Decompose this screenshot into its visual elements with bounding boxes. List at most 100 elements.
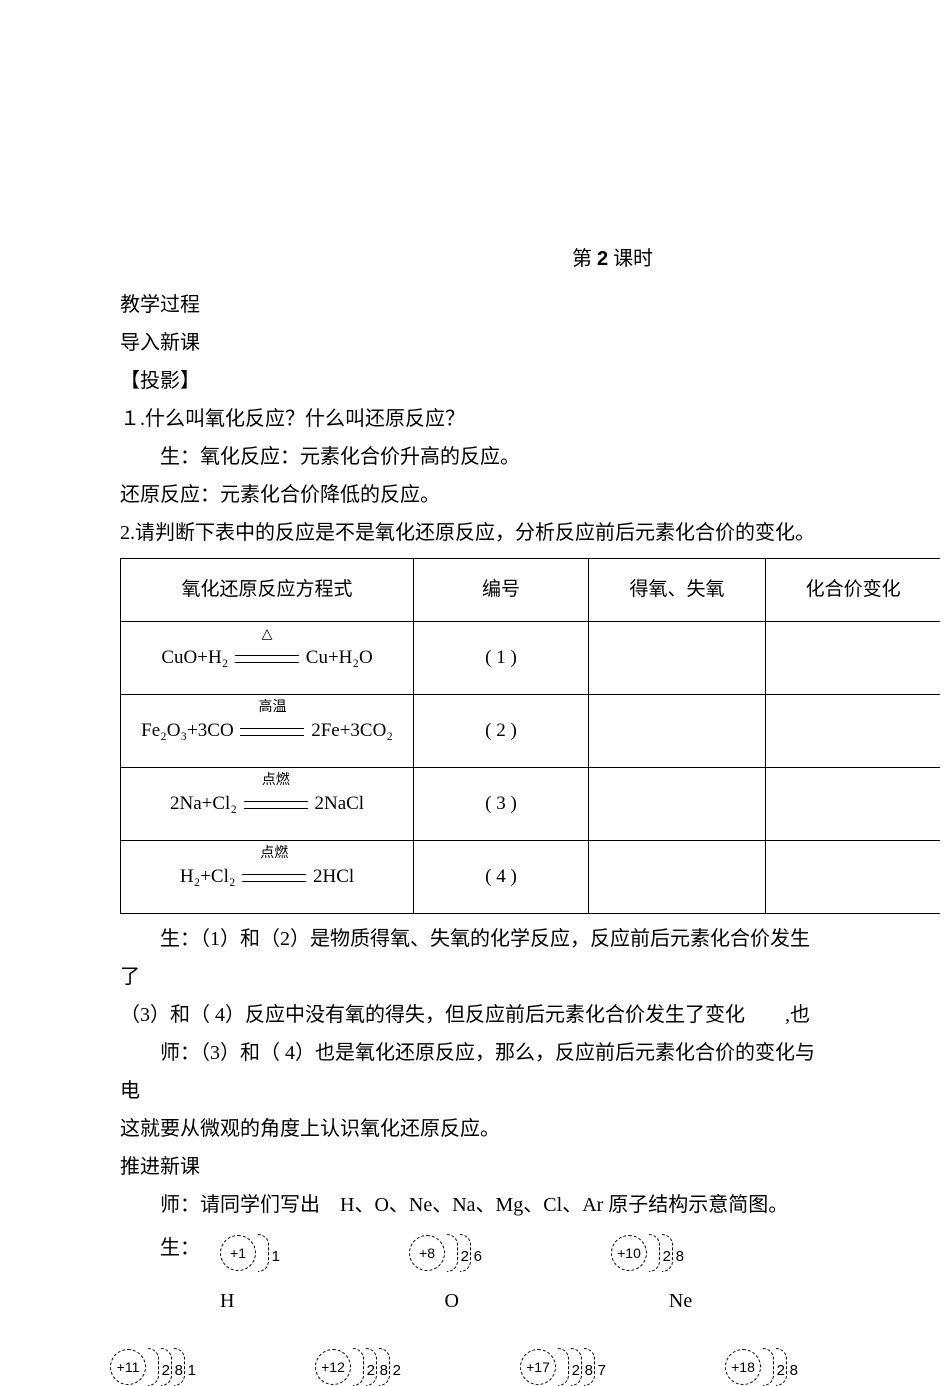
- lesson-title: 第 2 课时: [400, 240, 825, 278]
- atom-label: O: [444, 1282, 458, 1320]
- after-line-3: 师：（3）和（ 4）也是氧化还原反应，那么，反应前后元素化合价的变化与电: [120, 1034, 825, 1110]
- atom-labels-row: H O Ne: [220, 1282, 825, 1320]
- atom-label: H: [220, 1282, 234, 1320]
- atom-shell: 2: [148, 1348, 159, 1386]
- student-atoms-line: 生： +11+826+1028: [120, 1224, 825, 1272]
- cell-empty: [766, 841, 940, 914]
- th-oxygen: 得氧、失氧: [588, 559, 765, 622]
- atom-shell: 2: [649, 1234, 660, 1272]
- atom-shell: 2: [763, 1348, 774, 1386]
- atom-nucleus: +8: [409, 1235, 445, 1271]
- shell-count: 2: [393, 1357, 401, 1386]
- line-intro: 导入新课: [120, 324, 825, 362]
- line-projection: 【投影】: [120, 362, 825, 400]
- eq-condition: 点燃: [242, 841, 306, 868]
- table-row: Fe₂O₃+3CO 高温 2Fe+3CO₂ ( 2 ): [121, 695, 941, 768]
- cell-empty: [588, 841, 765, 914]
- reaction-arrow: 点燃: [242, 859, 306, 895]
- cell-number: ( 2 ): [414, 695, 589, 768]
- atom-shell: 1: [174, 1348, 185, 1386]
- atom-diagram: +1028: [611, 1234, 673, 1272]
- th-valence: 化合价变化: [766, 559, 940, 622]
- eq-rhs: 2Fe+3CO₂: [311, 720, 393, 741]
- table-row: CuO+H₂ △ Cu+H₂O ( 1 ): [121, 622, 941, 695]
- atom-shell: 8: [776, 1348, 787, 1386]
- atoms-row-1: +11+826+1028: [220, 1234, 673, 1272]
- atom-shell: 1: [258, 1234, 269, 1272]
- atom-nucleus: +10: [611, 1235, 647, 1271]
- student-label: 生：: [120, 1229, 170, 1267]
- eq-condition: △: [235, 622, 299, 649]
- cell-empty: [588, 768, 765, 841]
- atom-diagram: +17287: [520, 1348, 595, 1386]
- after-line-6: 师：请同学们写出 H、O、Ne、Na、Mg、Cl、Ar 原子结构示意简图。: [120, 1186, 825, 1224]
- line-student-ox: 生：氧化反应：元素化合价升高的反应。: [120, 438, 825, 476]
- cell-equation: 2Na+Cl₂ 点燃 2NaCl: [121, 768, 414, 841]
- eq-lhs: Fe₂O₃+3CO: [141, 720, 234, 741]
- eq-lhs: 2Na+Cl₂: [170, 793, 237, 814]
- atom-shell: 2: [379, 1348, 390, 1386]
- eq-rhs: Cu+H₂O: [306, 647, 373, 668]
- atom-diagram: +1828: [725, 1348, 787, 1386]
- shell-count: 6: [474, 1243, 482, 1272]
- cell-equation: H₂+Cl₂ 点燃 2HCl: [121, 841, 414, 914]
- after-line-5: 推进新课: [120, 1148, 825, 1186]
- cell-number: ( 3 ): [414, 768, 589, 841]
- cell-equation: CuO+H₂ △ Cu+H₂O: [121, 622, 414, 695]
- eq-condition: 高温: [240, 695, 304, 722]
- line-q1: １.什么叫氧化反应？什么叫还原反应？: [120, 400, 825, 438]
- after-line-2: （3）和（ 4）反应中没有氧的得失，但反应前后元素化合价发生了变化 ,也: [120, 996, 825, 1034]
- table-header-row: 氧化还原反应方程式 编号 得氧、失氧 化合价变化: [121, 559, 941, 622]
- atom-shell: 2: [447, 1234, 458, 1272]
- cell-empty: [588, 695, 765, 768]
- shell-count: 7: [598, 1357, 606, 1386]
- line-reduction: 还原反应：元素化合价降低的反应。: [120, 476, 825, 514]
- atom-shell: 6: [460, 1234, 471, 1272]
- line-q2: 2.请判断下表中的反应是不是氧化还原反应，分析反应前后元素化合价的变化。: [120, 514, 825, 552]
- atom-diagram: +11: [220, 1234, 269, 1272]
- cell-equation: Fe₂O₃+3CO 高温 2Fe+3CO₂: [121, 695, 414, 768]
- cell-number: ( 4 ): [414, 841, 589, 914]
- shell-count: 1: [188, 1357, 196, 1386]
- eq-rhs: 2HCl: [313, 866, 354, 887]
- atom-nucleus: +1: [220, 1235, 256, 1271]
- redox-table: 氧化还原反应方程式 编号 得氧、失氧 化合价变化 CuO+H₂ △ Cu+H₂O…: [120, 558, 940, 914]
- shell-count: 8: [676, 1243, 684, 1272]
- cell-empty: [766, 768, 940, 841]
- atom-shell: 8: [161, 1348, 172, 1386]
- lesson-prefix: 第: [572, 248, 597, 270]
- eq-lhs: H₂+Cl₂: [180, 866, 236, 887]
- atom-shell: 8: [662, 1234, 673, 1272]
- th-number: 编号: [414, 559, 589, 622]
- after-line-4: 这就要从微观的角度上认识氧化还原反应。: [120, 1110, 825, 1148]
- atom-nucleus: +12: [315, 1349, 351, 1385]
- cell-number: ( 1 ): [414, 622, 589, 695]
- lesson-suffix: 课时: [608, 248, 653, 270]
- atom-diagram: +12282: [315, 1348, 390, 1386]
- eq-condition: 点燃: [244, 768, 308, 795]
- atom-nucleus: +17: [520, 1349, 556, 1385]
- shell-count: 8: [790, 1357, 798, 1386]
- eq-lhs: CuO+H₂: [161, 647, 228, 668]
- document-page: 第 2 课时 教学过程 导入新课 【投影】 １.什么叫氧化反应？什么叫还原反应？…: [0, 0, 945, 1386]
- atoms-row-2: +11281+12282+17287+1828: [110, 1348, 825, 1386]
- atom-nucleus: +11: [110, 1349, 146, 1385]
- reaction-arrow: △: [235, 640, 299, 676]
- atom-shell: 7: [584, 1348, 595, 1386]
- shell-count: 1: [272, 1243, 280, 1272]
- line-process: 教学过程: [120, 286, 825, 324]
- eq-rhs: 2NaCl: [314, 793, 364, 814]
- after-line-1: 生：（1）和（2）是物质得氧、失氧的化学反应，反应前后元素化合价发生了: [120, 920, 825, 996]
- atom-shell: 2: [353, 1348, 364, 1386]
- cell-empty: [766, 622, 940, 695]
- atom-shell: 8: [571, 1348, 582, 1386]
- table-row: H₂+Cl₂ 点燃 2HCl ( 4 ): [121, 841, 941, 914]
- reaction-arrow: 点燃: [244, 786, 308, 822]
- atom-nucleus: +18: [725, 1349, 761, 1385]
- th-equation: 氧化还原反应方程式: [121, 559, 414, 622]
- atom-diagram: +11281: [110, 1348, 185, 1386]
- cell-empty: [588, 622, 765, 695]
- reaction-arrow: 高温: [240, 713, 304, 749]
- atom-shell: 8: [366, 1348, 377, 1386]
- atom-shell: 2: [558, 1348, 569, 1386]
